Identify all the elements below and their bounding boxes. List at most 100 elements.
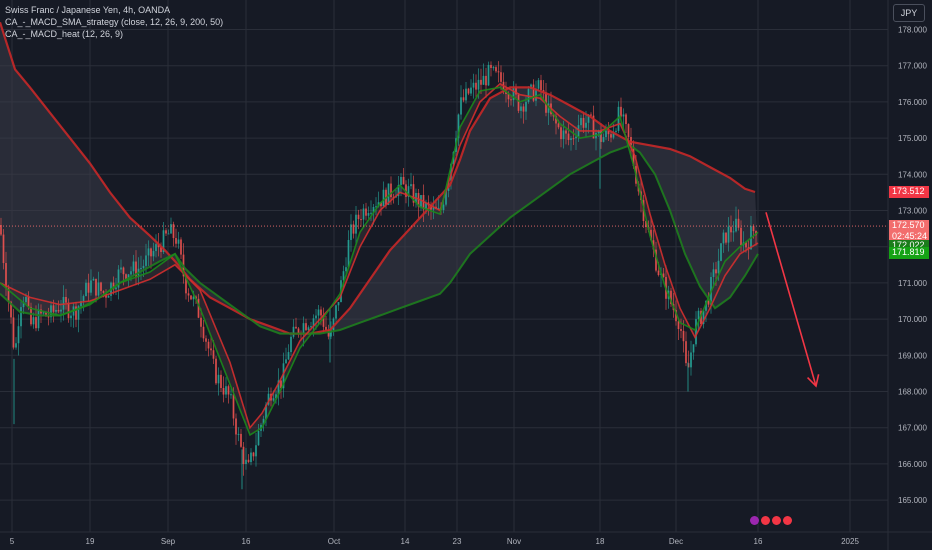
candle-body — [605, 130, 607, 138]
candle-body — [687, 363, 690, 368]
candle-body — [237, 433, 240, 435]
arrow-shaft — [765, 212, 817, 387]
candle-body — [30, 306, 32, 325]
candle-body — [275, 394, 277, 399]
candle-body — [55, 309, 57, 312]
candle-body — [592, 115, 595, 139]
candle-body — [432, 206, 435, 210]
candle-body — [517, 94, 520, 111]
candle-body — [62, 296, 65, 310]
y-tick-label: 176.000 — [898, 98, 927, 107]
x-tick-label: 2025 — [841, 537, 859, 546]
replay-controls[interactable] — [750, 516, 792, 525]
candle-body — [707, 300, 710, 305]
candle-body — [582, 117, 585, 128]
candle-body — [722, 232, 725, 244]
candle-body — [142, 265, 145, 269]
candle-body — [597, 130, 600, 133]
candle-body — [0, 224, 2, 235]
candle-body — [612, 131, 615, 138]
candle-body — [557, 123, 560, 128]
candle-body — [337, 302, 340, 306]
candle-body — [295, 326, 297, 329]
replay-icon[interactable] — [783, 516, 792, 525]
candle-body — [67, 302, 70, 319]
candle-body — [120, 267, 122, 270]
candle-body — [290, 336, 292, 353]
candle-body — [692, 344, 695, 353]
candle-body — [587, 114, 590, 123]
candle-body — [32, 317, 35, 325]
candle-body — [227, 386, 230, 395]
candle-body — [70, 315, 72, 319]
candle-body — [437, 207, 440, 209]
candle-body — [590, 114, 592, 116]
candle-body — [25, 296, 27, 303]
candle-body — [735, 218, 737, 232]
candle-body — [132, 261, 135, 272]
candle-body — [682, 330, 685, 342]
time-axis[interactable]: 5 19 Sep 16 Oct 14 23 Nov 18 Dec 16 2025 — [0, 531, 932, 546]
candle-body — [60, 309, 62, 312]
candle-body — [657, 270, 660, 276]
candle-body — [175, 238, 177, 244]
candle-body — [670, 290, 672, 304]
candle-body — [232, 394, 235, 419]
currency-button[interactable]: JPY — [893, 4, 925, 22]
candle-body — [315, 315, 317, 319]
x-tick-label: 18 — [596, 537, 605, 546]
candle-body — [752, 226, 755, 232]
candle-body — [512, 88, 515, 101]
candle-body — [95, 278, 97, 296]
x-tick-label: 16 — [754, 537, 763, 546]
y-tick-label: 173.000 — [898, 207, 927, 216]
candle-body — [292, 326, 295, 337]
replay-icon[interactable] — [772, 516, 781, 525]
candle-body — [320, 309, 322, 316]
candle-body — [487, 64, 490, 86]
indicator-macd-heat[interactable]: CA_-_MACD_heat (12, 26, 9) — [5, 29, 124, 39]
symbol-title[interactable]: Swiss Franc / Japanese Yen, 4h, OANDA — [5, 5, 171, 15]
candle-body — [577, 125, 580, 137]
red-ma-price-tag: 173.512 — [889, 185, 929, 198]
candle-body — [390, 183, 392, 198]
candle-body — [330, 330, 332, 337]
replay-icon[interactable] — [761, 516, 770, 525]
candle-body — [160, 247, 162, 253]
candle-body — [505, 92, 507, 94]
y-tick-label: 177.000 — [898, 62, 927, 71]
x-tick-label: Dec — [669, 537, 683, 546]
candle-body — [727, 226, 730, 243]
candle-body — [307, 327, 310, 331]
price-axis[interactable]: 165.000 166.000 167.000 168.000 169.000 170.0… — [887, 0, 927, 550]
candle-body — [485, 75, 487, 86]
candle-body — [712, 269, 715, 277]
candle-body — [207, 341, 210, 349]
candle-body — [685, 341, 687, 364]
candle-body — [97, 282, 100, 296]
candle-body — [65, 296, 67, 303]
candle-body — [737, 218, 740, 228]
candle-body — [602, 137, 605, 142]
candle-body — [220, 374, 222, 388]
candle-body — [170, 224, 172, 234]
x-tick-label: 19 — [86, 537, 95, 546]
x-tick-label: Sep — [161, 537, 176, 546]
candle-body — [717, 260, 720, 274]
candle-body — [532, 84, 535, 101]
candle-body — [462, 97, 465, 101]
indicator-macd-sma-strategy[interactable]: CA_-_MACD_SMA_strategy (close, 12, 26, 9… — [5, 17, 224, 27]
candle-body — [677, 321, 680, 330]
candle-body — [215, 358, 217, 384]
y-tick-label: 178.000 — [898, 26, 927, 35]
candle-body — [190, 295, 192, 300]
candle-body — [87, 282, 90, 293]
candle-body — [520, 106, 522, 111]
candle-body — [7, 288, 10, 302]
candle-body — [627, 124, 630, 137]
lightning-icon[interactable] — [750, 516, 759, 525]
candle-body — [482, 75, 485, 85]
candle-body — [730, 226, 732, 233]
candle-body — [305, 323, 307, 331]
